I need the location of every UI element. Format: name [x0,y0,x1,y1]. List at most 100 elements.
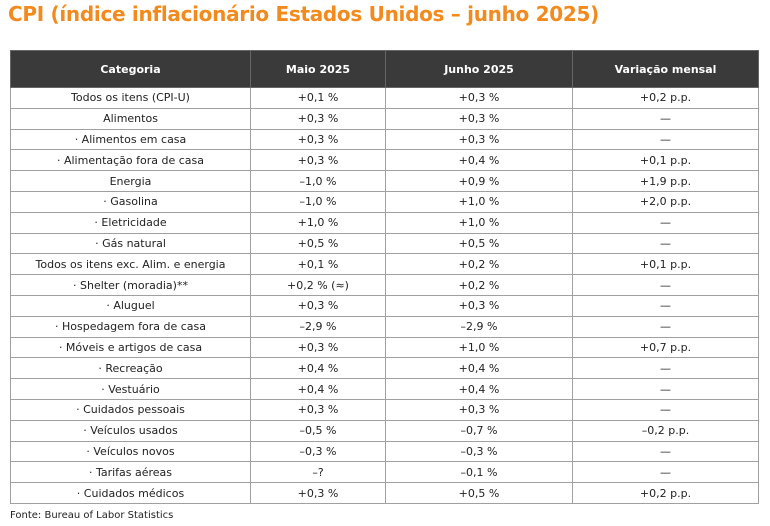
monthly-change-cell: — [572,274,759,296]
table-row: · Cuidados pessoais +0,3 % +0,3 % — [10,398,759,421]
category-cell: · Cuidados médicos [10,482,251,504]
may-value-cell: –1,0 % [250,170,386,192]
may-value-cell: +0,3 % [250,398,386,421]
june-value-cell: +0,4 % [385,357,573,380]
monthly-change-cell: +0,1 p.p. [572,253,759,276]
monthly-change-cell: — [572,461,759,484]
june-value-cell: +0,3 % [385,294,573,317]
category-cell: Alimentos [10,107,251,130]
june-value-cell: +0,3 % [385,87,573,109]
category-cell: · Hospedagem fora de casa [10,315,251,338]
table-row: · Shelter (moradia)** +0,2 % (≈) +0,2 % — [10,274,759,296]
monthly-change-cell: +0,1 p.p. [572,149,759,172]
june-value-cell: +0,5 % [385,232,573,255]
cpi-table: Categoria Maio 2025 Junho 2025 Variação … [10,50,759,504]
monthly-change-cell: — [572,315,759,338]
may-value-cell: +0,4 % [250,378,386,400]
monthly-change-cell: –0,2 p.p. [572,419,759,442]
category-cell: · Shelter (moradia)** [10,274,251,296]
table-row: Todos os itens exc. Alim. e energia +0,1 … [10,253,759,276]
monthly-change-cell: — [572,378,759,400]
table-row: · Alimentação fora de casa +0,3 % +0,4 % +0… [10,149,759,172]
june-value-cell: –0,7 % [385,419,573,442]
may-value-cell: –0,3 % [250,440,386,463]
monthly-change-cell: — [572,107,759,130]
may-value-cell: –0,5 % [250,419,386,442]
category-cell: Energia [10,170,251,192]
may-value-cell: –? [250,461,386,484]
may-value-cell: +0,3 % [250,482,386,504]
category-cell: · Alimentação fora de casa [10,149,251,172]
may-value-cell: +0,3 % [250,294,386,317]
table-row: · Móveis e artigos de casa +0,3 % +1,0 % +0… [10,336,759,359]
table-row: · Alimentos em casa +0,3 % +0,3 % — [10,128,759,151]
monthly-change-cell: +1,9 p.p. [572,170,759,192]
category-cell: · Vestuário [10,378,251,400]
category-cell: · Cuidados pessoais [10,398,251,421]
monthly-change-cell: — [572,232,759,255]
may-value-cell: +0,3 % [250,336,386,359]
june-value-cell: +0,2 % [385,274,573,296]
may-value-cell: +0,4 % [250,357,386,380]
table-body: Todos os itens (CPI-U) +0,1 % +0,3 % +0,2 p… [10,87,759,504]
may-value-cell: +0,1 % [250,87,386,109]
table-row: · Recreação +0,4 % +0,4 % — [10,357,759,380]
category-cell: Todos os itens exc. Alim. e energia [10,253,251,276]
may-value-cell: +0,3 % [250,107,386,130]
may-value-cell: +1,0 % [250,211,386,234]
category-cell: Todos os itens (CPI-U) [10,87,251,109]
may-value-cell: –1,0 % [250,190,386,213]
monthly-change-cell: +0,2 p.p. [572,482,759,504]
monthly-change-cell: — [572,294,759,317]
june-value-cell: +0,3 % [385,398,573,421]
category-cell: · Recreação [10,357,251,380]
june-value-cell: –0,3 % [385,440,573,463]
table-row: · Vestuário +0,4 % +0,4 % — [10,378,759,400]
category-cell: · Móveis e artigos de casa [10,336,251,359]
table-row: · Eletricidade +1,0 % +1,0 % — [10,211,759,234]
june-value-cell: +0,3 % [385,128,573,151]
category-cell: · Eletricidade [10,211,251,234]
june-value-cell: –0,1 % [385,461,573,484]
may-value-cell: –2,9 % [250,315,386,338]
june-value-cell: +0,5 % [385,482,573,504]
monthly-change-cell: — [572,211,759,234]
page-title: CPI (índice inflacionário Estados Unidos… [8,2,599,26]
category-cell: · Alimentos em casa [10,128,251,151]
header-maio-2025: Maio 2025 [250,50,386,88]
june-value-cell: +1,0 % [385,336,573,359]
source-note: Fonte: Bureau of Labor Statistics [10,510,174,521]
june-value-cell: +1,0 % [385,211,573,234]
table-row: · Gasolina –1,0 % +1,0 % +2,0 p.p. [10,190,759,213]
monthly-change-cell: — [572,128,759,151]
table-row: Todos os itens (CPI-U) +0,1 % +0,3 % +0,2 p… [10,87,759,109]
table-row: Energia –1,0 % +0,9 % +1,9 p.p. [10,170,759,192]
monthly-change-cell: +0,2 p.p. [572,87,759,109]
monthly-change-cell: +2,0 p.p. [572,190,759,213]
june-value-cell: –2,9 % [385,315,573,338]
category-cell: · Aluguel [10,294,251,317]
category-cell: · Tarifas aéreas [10,461,251,484]
june-value-cell: +1,0 % [385,190,573,213]
june-value-cell: +0,3 % [385,107,573,130]
table-row: · Veículos novos –0,3 % –0,3 % — [10,440,759,463]
category-cell: · Veículos novos [10,440,251,463]
table-row: · Tarifas aéreas –? –0,1 % — [10,461,759,484]
may-value-cell: +0,2 % (≈) [250,274,386,296]
may-value-cell: +0,5 % [250,232,386,255]
table-row: · Aluguel +0,3 % +0,3 % — [10,294,759,317]
category-cell: · Gasolina [10,190,251,213]
june-value-cell: +0,4 % [385,149,573,172]
june-value-cell: +0,9 % [385,170,573,192]
june-value-cell: +0,2 % [385,253,573,276]
monthly-change-cell: — [572,357,759,380]
category-cell: · Gás natural [10,232,251,255]
header-categoria: Categoria [10,50,251,88]
table-row: Alimentos +0,3 % +0,3 % — [10,107,759,130]
table-row: · Gás natural +0,5 % +0,5 % — [10,232,759,255]
table-header-row: Categoria Maio 2025 Junho 2025 Variação … [10,50,759,88]
may-value-cell: +0,1 % [250,253,386,276]
june-value-cell: +0,4 % [385,378,573,400]
monthly-change-cell: — [572,440,759,463]
monthly-change-cell: +0,7 p.p. [572,336,759,359]
